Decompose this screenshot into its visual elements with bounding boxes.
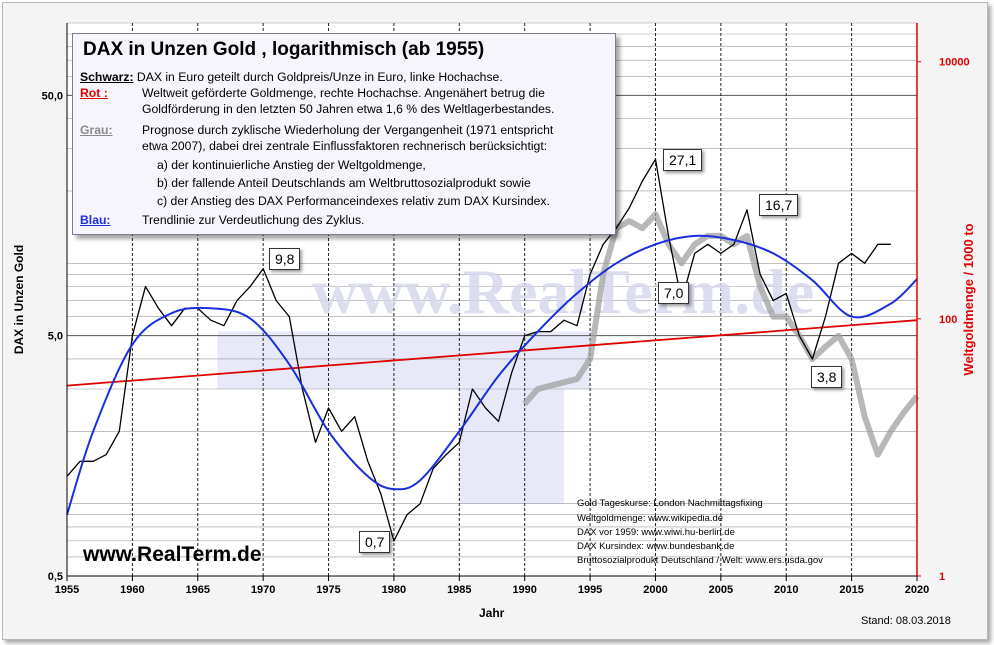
chart-title: DAX in Unzen Gold , logarithmisch (ab 19… [83,39,485,60]
website-label: www.RealTerm.de [83,543,262,566]
watermark: www.RealTerm.de [312,256,814,327]
source-line: DAX vor 1959: www.wiwi.hu-berlin.de [577,527,735,538]
x-tick-label: 2000 [643,584,667,596]
source-line: DAX Kursindex: www.bundesbank.de [577,541,735,552]
legend-text-schwarz: DAX in Euro geteilt durch Goldpreis/Unze… [136,70,503,84]
y-tick-label-right: 10000 [939,57,970,69]
source-line: Weltgoldmenge: www.wikipedia.de [577,513,724,524]
x-tick-label: 2010 [774,584,798,596]
x-tick-label: 2015 [839,584,863,596]
legend-text-grau-b: b) der fallende Anteil Deutschlands am W… [157,176,531,190]
annotation-0-7: 0,7 [359,531,391,553]
stand-date: Stand: 08.03.2018 [861,615,951,627]
x-tick-label: 2005 [709,584,733,596]
x-tick-label: 1970 [251,584,275,596]
x-tick-label: 1955 [55,584,79,596]
y-axis-label-left: DAX in Unzen Gold [12,245,26,354]
annotation-7-0: 7,0 [658,282,690,304]
source-line: Gold Tageskurse: London Nachmittagsfixin… [577,498,763,509]
x-axis-label: Jahr [479,606,505,620]
series-grau-line [522,211,920,458]
legend-key-rot: Rot : [80,86,108,100]
annotation-3-8: 3,8 [811,366,843,388]
y-tick-label-left: 0,5 [48,571,63,583]
series-schwarz-line [66,158,891,542]
legend-text-rot-2: Goldförderung in den letzten 50 Jahren e… [142,102,555,116]
x-tick-label: 1960 [120,584,144,596]
y-tick-label-left: 5,0 [48,331,63,343]
annotation-9-8: 9,8 [269,248,301,270]
legend-key-blau: Blau: [80,213,111,227]
x-tick-label: 1985 [447,584,471,596]
source-line: Bruttosozialprodukt Deutschland / Welt: … [577,555,823,566]
legend-text-rot-1: Weltweit geförderte Goldmenge, rechte Ho… [142,86,545,100]
x-tick-label: 1965 [186,584,210,596]
legend-text-blau: Trendlinie zur Verdeutlichung des Zyklus… [142,213,365,227]
legend-text-grau-2: etwa 2007), dabei drei zentrale Einfluss… [142,139,548,153]
legend-key-grau: Grau: [80,123,113,137]
series-blau-line [66,234,918,516]
annotation-27-1: 27,1 [663,149,703,171]
legend-row-schwarz: Schwarz: DAX in Euro geteilt durch Goldp… [80,70,503,84]
legend-key-schwarz: Schwarz: [80,70,134,84]
series-rot-line [66,319,918,387]
x-tick-label: 1990 [512,584,536,596]
x-tick-label: 1995 [578,584,602,596]
y-tick-label-right: 1 [939,571,945,583]
band-area [459,388,564,504]
x-tick-label: 2020 [905,584,929,596]
legend-text-grau-1: Prognose durch zyklische Wiederholung de… [142,123,554,137]
legend-text-grau-c: c) der Anstieg des DAX Performanceindexe… [157,194,550,208]
y-axis-label-right: Weltgoldmenge / 1000 to [961,223,976,375]
annotation-16-7: 16,7 [759,194,799,216]
x-tick-label: 1975 [316,584,340,596]
legend-box: DAX in Unzen Gold , logarithmisch (ab 19… [72,33,616,235]
y-tick-label-right: 100 [939,314,957,326]
y-tick-label-left: 50,0 [42,90,63,102]
x-tick-label: 1980 [382,584,406,596]
legend-text-grau-a: a) der kontinuierliche Anstieg der Weltg… [157,158,426,172]
